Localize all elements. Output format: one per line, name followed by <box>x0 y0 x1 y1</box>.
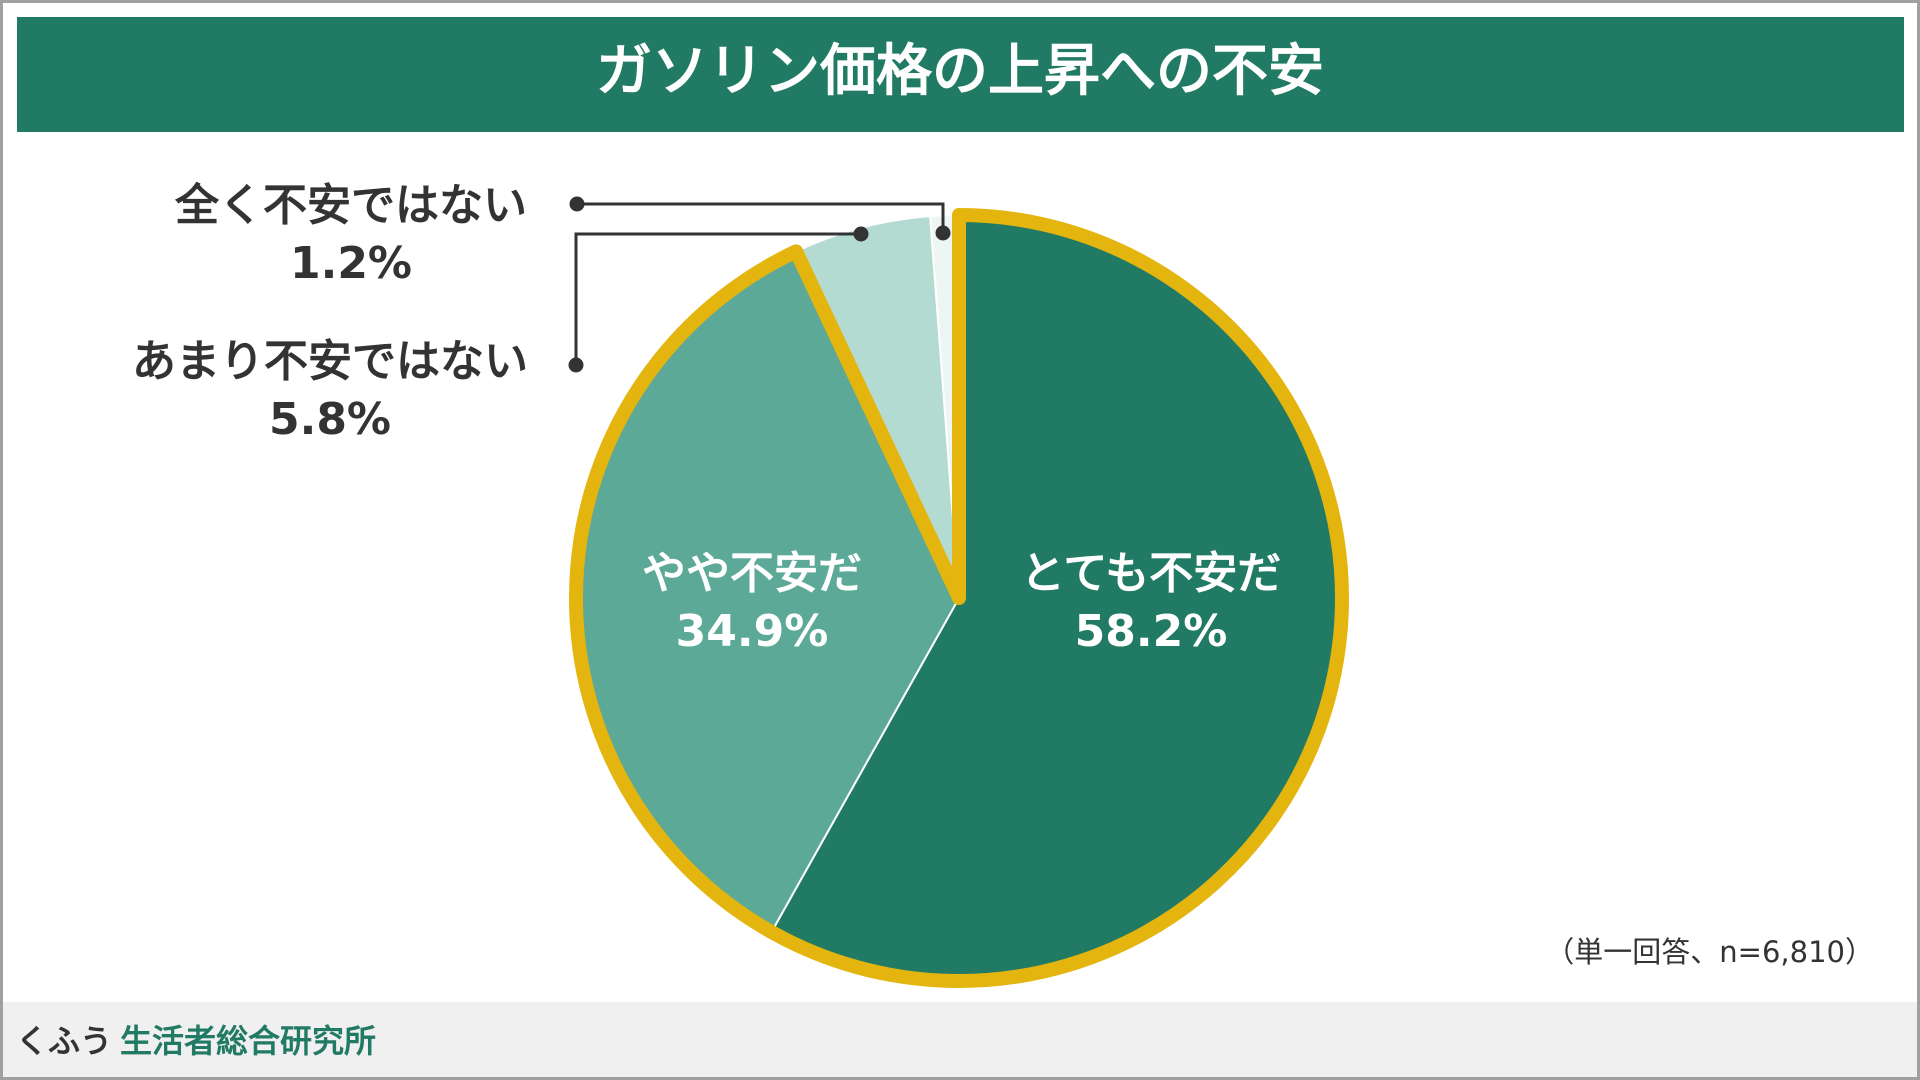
slice-label: あまり不安ではない <box>132 336 528 387</box>
slice-label: やや不安だ <box>642 548 862 599</box>
footer-brand: くふう 生活者総合研究所 <box>16 1022 376 1060</box>
chart-title: ガソリン価格の上昇への不安 <box>596 39 1324 104</box>
leader-dot <box>853 226 869 242</box>
value-label: 5.8% <box>269 394 391 445</box>
brand-name: 生活者総合研究所 <box>120 1022 376 1060</box>
leader-dot <box>568 357 584 373</box>
value-label: 58.2% <box>1075 606 1228 657</box>
note: （単一回答、n=6,810） <box>1545 935 1874 969</box>
footer-band <box>3 1002 1917 1077</box>
brand-prefix: くふう <box>16 1022 112 1060</box>
slice-label: とても不安だ <box>1021 548 1281 599</box>
leader-dot <box>569 196 585 212</box>
leader-lines <box>568 196 951 373</box>
leader-line <box>574 232 861 365</box>
highlight-outline <box>569 208 1349 988</box>
value-label: 34.9% <box>676 606 829 657</box>
value-label: 1.2% <box>290 238 412 289</box>
slice-label: 全く不安ではない <box>174 180 527 231</box>
leader-dot <box>935 225 951 241</box>
leader-line <box>577 202 945 233</box>
title-banner <box>17 17 1904 132</box>
